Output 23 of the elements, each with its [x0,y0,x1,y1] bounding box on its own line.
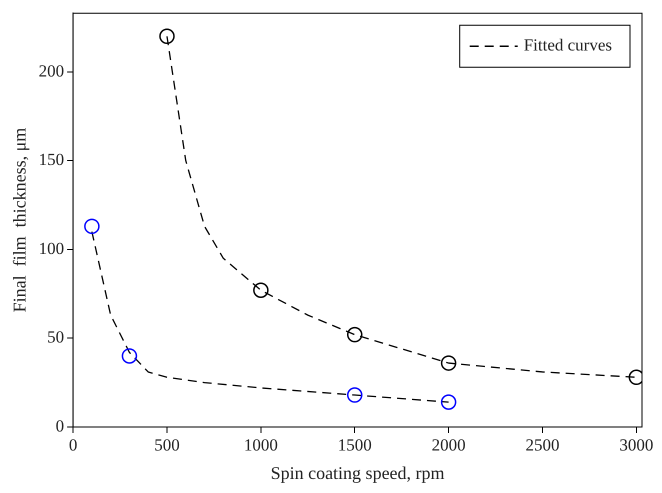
x-tick-label: 0 [68,436,78,455]
point [122,348,138,364]
x-tick-label: 1500 [338,436,372,455]
y-tick-label: 100 [38,238,64,258]
x-tick-label: 2500 [525,436,560,455]
y-tick-label: 0 [56,416,64,436]
point [440,355,456,371]
y-tick-label: 200 [38,61,64,80]
y-tick-label: 50 [47,328,64,347]
y-tick-label: 150 [38,150,64,170]
point [84,218,100,234]
x-tick-label: 2000 [432,436,466,455]
point [346,387,362,403]
point [440,394,456,410]
legend-label: Fitted curves [524,36,612,55]
y-axis-title: Final film thickness, μm [10,128,30,312]
x-tick-label: 500 [154,436,180,455]
point [253,282,269,298]
x-tick-label: 3000 [619,436,654,455]
point [346,326,362,342]
x-axis-title: Spin coating speed, rpm [270,462,445,483]
point [159,28,175,44]
x-tick-label: 1000 [244,436,278,455]
